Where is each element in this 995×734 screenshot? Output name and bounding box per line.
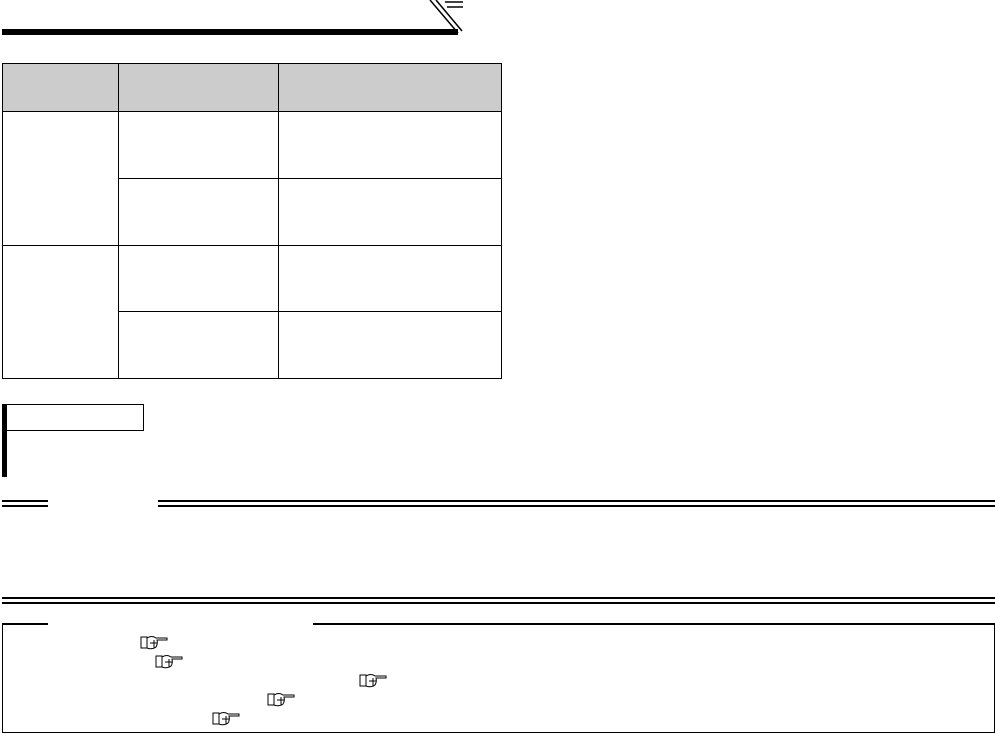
section-rule [2,602,995,604]
table-row [3,311,502,379]
header-slash-mark-icon [429,0,463,34]
table-header-cell [2,63,119,112]
reference-box-top [2,623,48,625]
pointing-hand-icon [359,674,387,688]
section-rule [2,505,48,507]
table-cell [118,177,279,246]
table-cell [118,244,279,313]
spec-table [2,63,502,379]
reference-box-top [313,623,995,625]
table-header-cell [278,63,502,112]
table-header-row [2,63,502,112]
pointing-hand-icon [155,655,183,669]
table-cell [278,177,502,246]
table-group-cell [2,111,119,246]
section-rule [158,505,995,507]
table-cell [118,311,279,379]
note-label-box [7,404,144,431]
table-cell [278,244,502,313]
pointing-hand-icon [212,712,240,726]
section-rule [2,597,995,599]
pointing-hand-icon [267,693,295,707]
table-cell [118,111,279,179]
section-rule [158,500,995,502]
table-cell [278,311,502,379]
table-header-cell [118,63,279,112]
table-cell [278,111,502,179]
table-row [2,111,502,246]
table-row [3,177,502,246]
note-side-bar [2,404,7,477]
table-row [2,244,502,379]
pointing-hand-icon [140,636,168,650]
table-group-cell [2,244,119,379]
section-rule [2,500,48,502]
header-rule [2,29,458,35]
